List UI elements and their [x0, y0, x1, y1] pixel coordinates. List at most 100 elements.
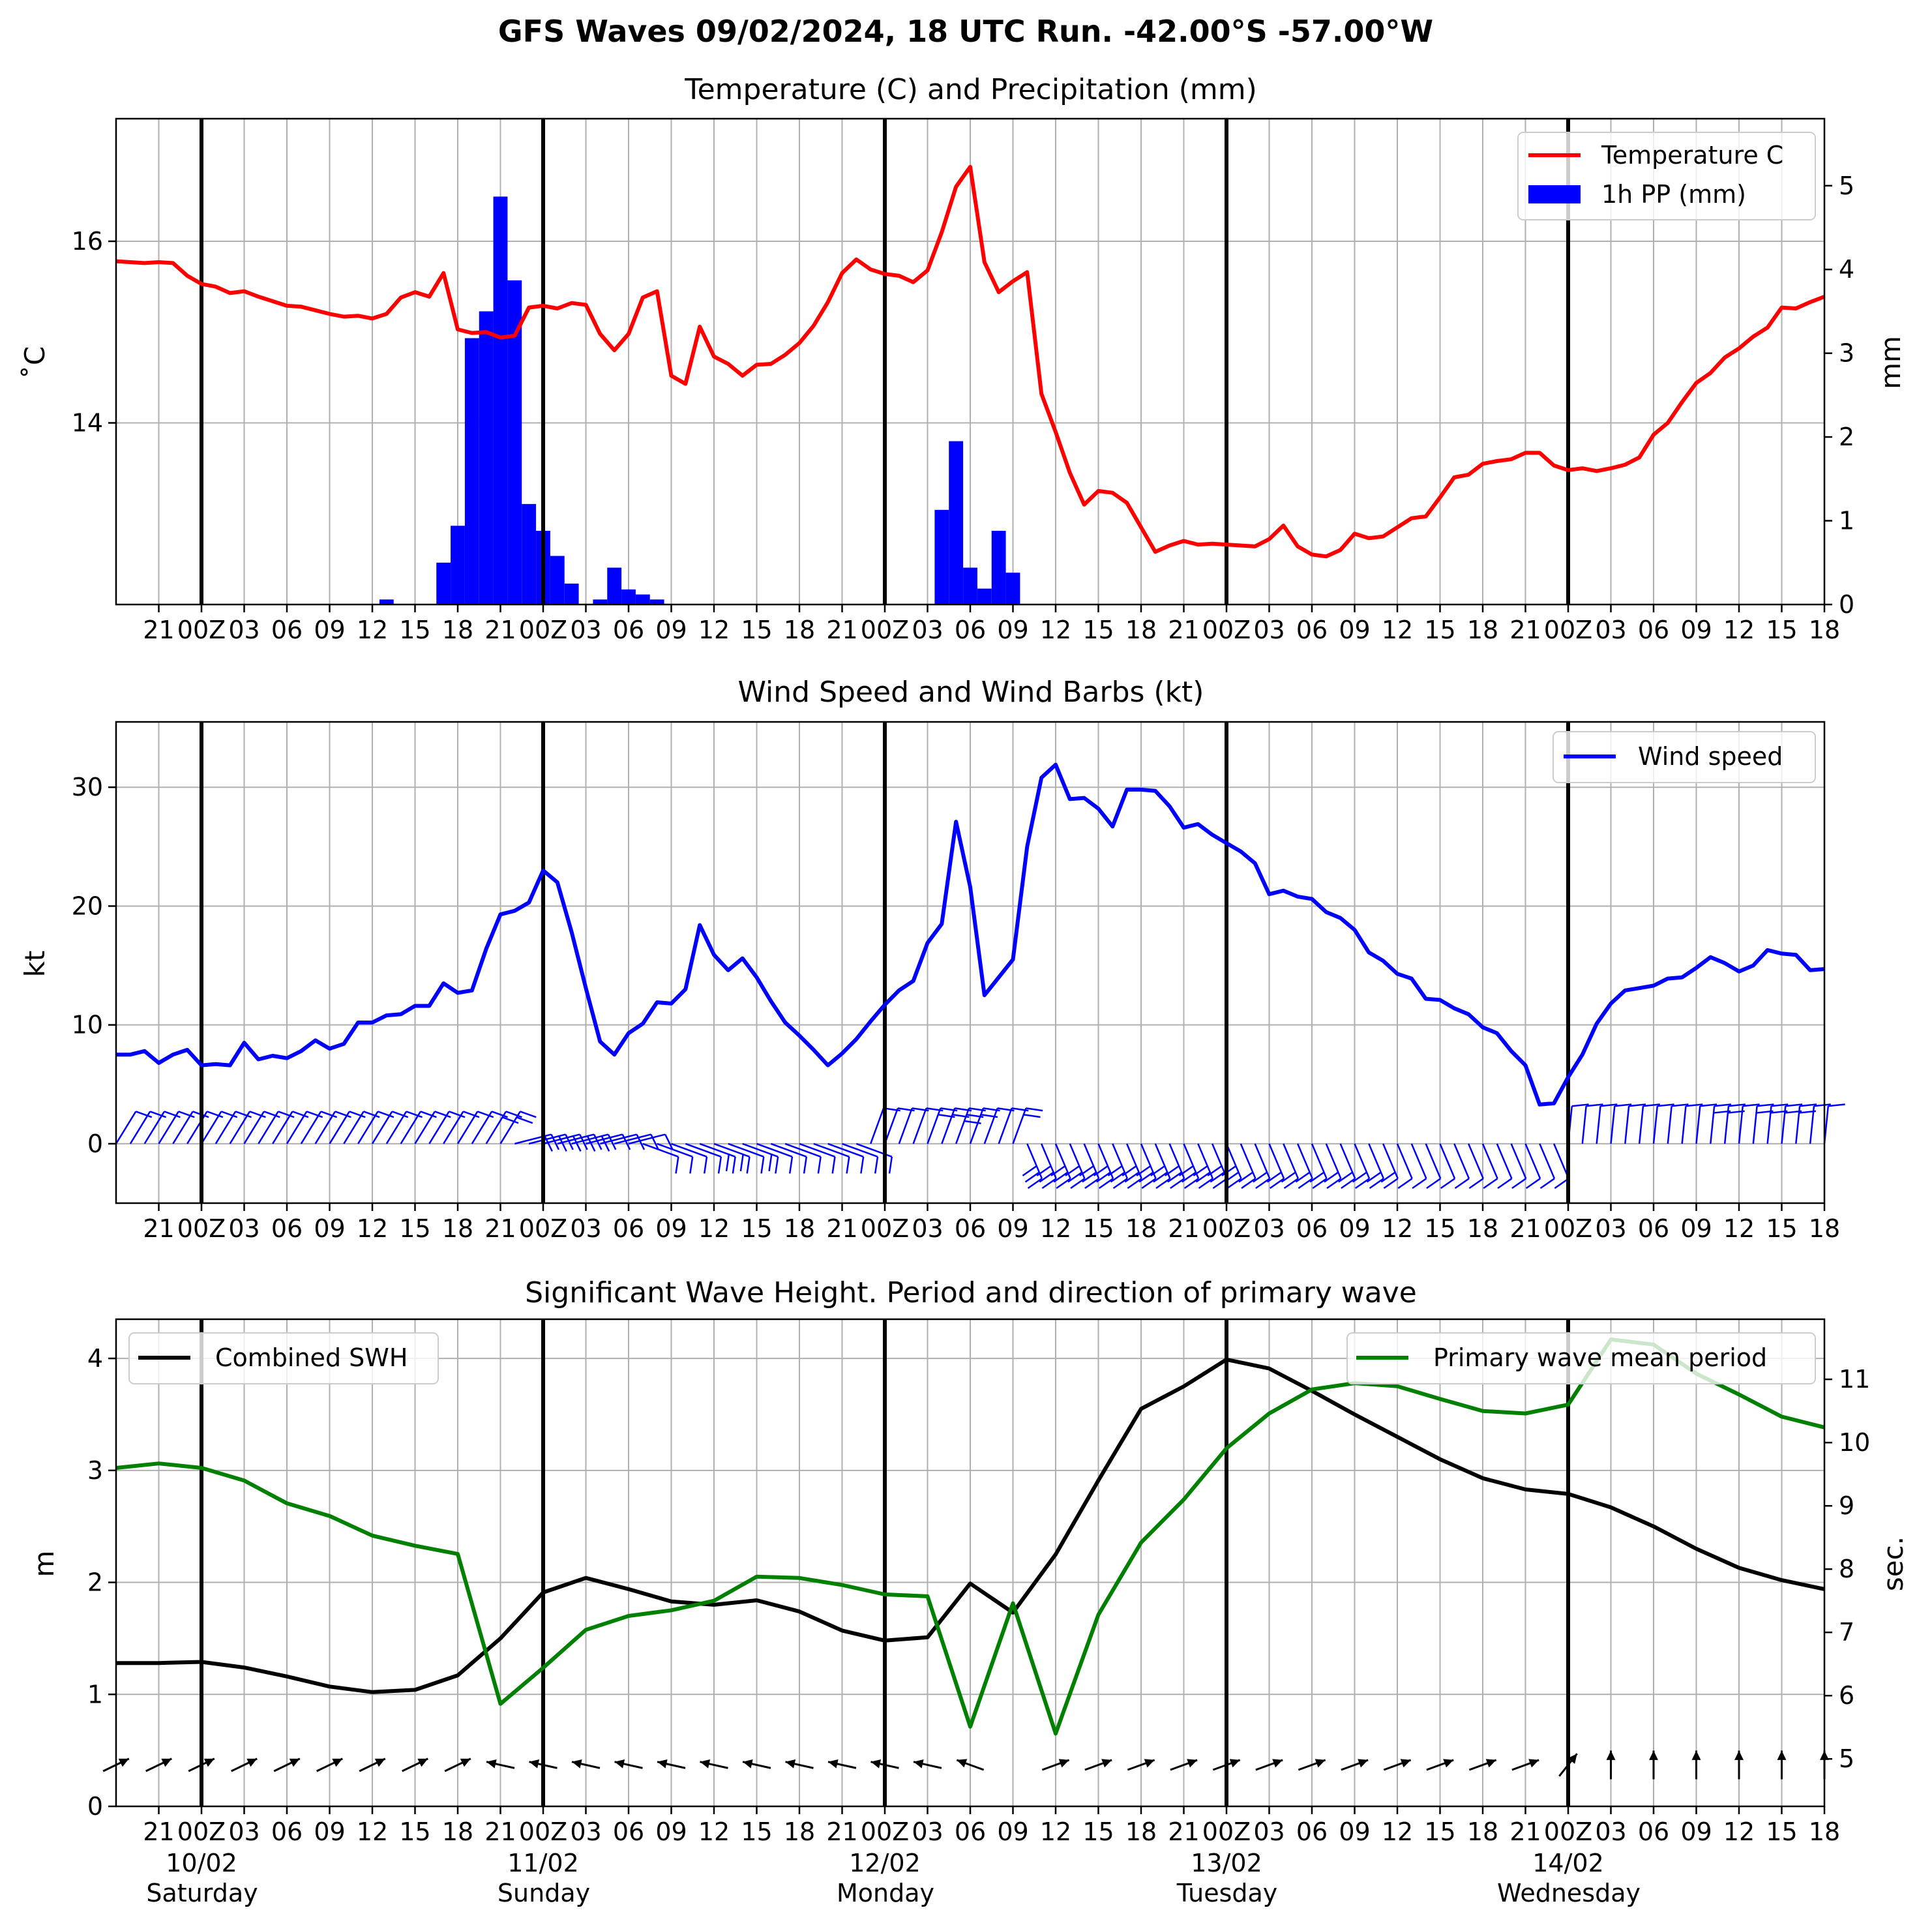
barb-staff: [1596, 1106, 1601, 1144]
precip-bar: [522, 503, 537, 605]
x-tick-label: 09: [655, 616, 687, 644]
barb-feather: [1266, 1171, 1282, 1183]
legend-box: [128, 1332, 439, 1384]
barb-feather: [1181, 1171, 1196, 1183]
x-tick-label: 00Z: [861, 616, 909, 644]
y-tick-label: 30: [72, 773, 103, 801]
barb-staff: [172, 1111, 194, 1144]
x-tick-label: 00Z: [861, 1817, 909, 1846]
barb-feather: [207, 1111, 224, 1118]
barb-staff: [357, 1111, 379, 1144]
wind-barb: [1253, 1143, 1271, 1189]
wave-arrow: [1558, 1753, 1578, 1777]
wind-barb: [115, 1111, 153, 1144]
precip-bar: [607, 567, 622, 605]
x-tick-label: 12: [1723, 1214, 1755, 1243]
y2-tick-label: 4: [1839, 255, 1854, 284]
y-tick-label: 1: [87, 1680, 103, 1709]
barb-feather: [1241, 1178, 1256, 1189]
y2-tick-label: 7: [1839, 1618, 1854, 1647]
barb-feather: [1671, 1103, 1689, 1107]
x-tick-label: 00Z: [861, 1214, 909, 1243]
x-tick-label: 00Z: [519, 1817, 567, 1846]
temperature-precip-panel: Temperature (C) and Precipitation (mm) 1…: [19, 73, 1907, 644]
wind-barb: [272, 1111, 309, 1144]
barb-feather: [1056, 1178, 1071, 1189]
wind-barb: [286, 1111, 323, 1144]
x-tick-label: 06: [613, 1817, 644, 1846]
y2-tick-label: 10: [1839, 1428, 1870, 1457]
arrow-head: [1606, 1750, 1616, 1760]
barb-feather: [664, 1133, 674, 1150]
wave-arrow: [742, 1759, 771, 1769]
arrow-head: [1568, 1754, 1577, 1764]
wind-barb: [385, 1111, 423, 1144]
arrow-head: [785, 1759, 796, 1769]
wind-barb: [314, 1111, 351, 1144]
barb-feather: [860, 1156, 865, 1174]
barb-feather: [1454, 1178, 1470, 1189]
x-tick-label: 12: [1723, 1817, 1755, 1846]
x-tick-label: 18: [442, 1214, 473, 1243]
x-tick-label: 12: [1040, 1214, 1071, 1243]
barb-feather: [1041, 1178, 1057, 1189]
x-tick-label: 15: [741, 616, 772, 644]
wind-barb: [357, 1111, 394, 1144]
wave-arrow: [1777, 1750, 1787, 1780]
wind-barb: [1366, 1143, 1385, 1189]
x-axis-ticks: 21 00Z 03 06 09 12 15 18 21 00Z 03 06 09 12 15 18 21 00Z 0…: [143, 1806, 1840, 1846]
barb-feather: [306, 1111, 323, 1118]
legend-precip-label: 1h PP (mm): [1601, 180, 1746, 209]
barb-feather: [760, 1156, 765, 1174]
x-tick-label: 00Z: [177, 616, 226, 644]
arrow-head: [417, 1758, 428, 1767]
temperature-line: [115, 164, 1826, 559]
wave-arrow: [1383, 1759, 1412, 1771]
wind-barb: [642, 1143, 679, 1174]
wind-barb: [842, 1143, 879, 1174]
wind-barb: [243, 1111, 280, 1144]
wind-barb: [1136, 1143, 1157, 1189]
day-date-label: 14/02: [1532, 1849, 1604, 1877]
wave-arrow: [359, 1757, 386, 1772]
barb-feather: [235, 1111, 252, 1118]
barb-staff: [657, 1143, 693, 1158]
arrow-head: [118, 1758, 129, 1767]
barb-staff: [770, 1143, 807, 1158]
wind-barb: [1150, 1143, 1171, 1189]
barb-staff: [414, 1111, 436, 1144]
x-tick-label: 18: [1809, 616, 1840, 644]
barb-staff: [471, 1111, 493, 1144]
barb-feather: [1110, 1171, 1125, 1183]
barb-feather: [1150, 1165, 1165, 1176]
barb-feather: [739, 1154, 744, 1172]
barb-feather: [775, 1156, 779, 1174]
barb-feather: [1193, 1165, 1208, 1176]
precip-bars: [379, 196, 1020, 605]
barb-staff: [600, 1133, 637, 1145]
wave-arrow: [188, 1757, 215, 1772]
x-tick-label: 03: [912, 1214, 943, 1243]
wind-barb: [1667, 1103, 1689, 1144]
x-tick-label: 03: [1595, 1214, 1626, 1243]
barb-feather: [1281, 1171, 1296, 1183]
barb-feather: [1226, 1178, 1242, 1189]
panel-title: Temperature (C) and Precipitation (mm): [684, 73, 1257, 106]
wind-barb: [1178, 1143, 1200, 1189]
period-line: [115, 1337, 1825, 1736]
legend: Wind speed: [1553, 731, 1816, 783]
x-tick-label: 21: [1168, 1214, 1199, 1243]
x-tick-label: 00Z: [177, 1214, 226, 1243]
arrow-head: [1691, 1750, 1701, 1760]
barb-staff: [1496, 1143, 1513, 1179]
legend-period: Primary wave mean period: [1346, 1332, 1816, 1384]
wind-barb: [1496, 1143, 1513, 1189]
y-axis-ticks: 0 10 20 30: [72, 773, 116, 1158]
wave-arrow: [273, 1757, 301, 1772]
day-weekday-label: Monday: [837, 1879, 934, 1907]
wind-barb: [1439, 1143, 1456, 1189]
arrow-head: [1528, 1759, 1539, 1768]
wave-arrow: [1341, 1759, 1369, 1771]
barb-staff: [1468, 1143, 1484, 1179]
